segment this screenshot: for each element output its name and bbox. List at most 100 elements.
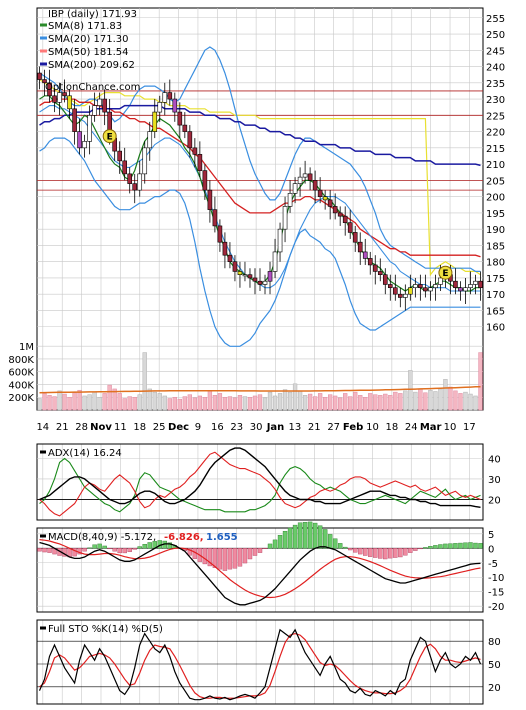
volume-bar <box>453 390 458 411</box>
candle-body <box>423 287 428 292</box>
candle-body <box>102 98 107 113</box>
candle-body <box>192 147 198 155</box>
volume-bar <box>292 383 298 411</box>
sma50-line <box>39 98 481 258</box>
candle-body <box>413 284 418 289</box>
candle-body <box>297 176 303 184</box>
y-tick-label: 215 <box>486 144 505 155</box>
macd-legend-label: 1.655 <box>206 532 238 543</box>
legend-label: SMA(20) 171.30 <box>48 34 129 45</box>
candle-body <box>433 284 438 289</box>
candle-body <box>287 193 293 207</box>
macd-histogram-bar <box>142 544 147 549</box>
volume-bar <box>423 392 428 411</box>
macd-histogram-bar <box>302 522 308 549</box>
macd-histogram-bar <box>117 548 122 554</box>
candle-body <box>463 287 468 292</box>
volume-bar <box>102 393 107 411</box>
plus-di-line <box>39 457 481 513</box>
candle-body <box>152 111 158 132</box>
stochastic-d-line <box>39 632 481 699</box>
earnings-marker <box>102 129 117 144</box>
volume-bar <box>328 394 333 411</box>
volume-bar <box>97 396 102 411</box>
volume-bar <box>67 396 72 411</box>
macd-histogram-bar <box>127 548 132 552</box>
volume-bar <box>172 396 177 411</box>
macd-histogram-bar <box>287 527 293 549</box>
macd-histogram-bar <box>312 522 318 549</box>
candle-body <box>367 258 373 266</box>
x-tick-label: Jan <box>266 422 285 433</box>
macd-histogram-bar <box>112 548 117 552</box>
legend-label: SMA(200) 209.62 <box>48 60 135 71</box>
macd-histogram-bar <box>378 548 383 559</box>
y-tick-label: 205 <box>486 176 505 187</box>
macd-histogram-bar <box>202 548 208 565</box>
y-tick-label: 165 <box>486 306 505 317</box>
candle-body <box>352 232 358 243</box>
macd-histogram-bar <box>222 548 228 571</box>
volume-bar <box>182 396 187 411</box>
volume-bar <box>272 395 278 411</box>
volume-bar <box>348 396 353 411</box>
macd-histogram-bar <box>307 521 313 549</box>
x-tick-label: Dec <box>168 422 189 433</box>
volume-bar <box>37 398 42 411</box>
candle-body <box>47 82 52 97</box>
candle-body <box>237 271 243 275</box>
candle-body <box>403 293 408 298</box>
candle-body <box>357 241 363 253</box>
chart-title: IBP (daily) 171.93 <box>48 9 137 20</box>
volume-bar <box>162 395 167 411</box>
macd-histogram-bar <box>187 548 193 556</box>
macd-histogram-bar <box>252 548 258 556</box>
macd-histogram-bar <box>237 548 243 567</box>
y-tick-label: 200 <box>486 193 505 204</box>
adx-title: ADX(14) 16.24 <box>48 448 122 459</box>
volume-bar <box>282 389 288 411</box>
volume-bar <box>167 398 172 411</box>
y-tick-label: 245 <box>486 46 505 57</box>
candle-body <box>77 131 82 149</box>
macd-histogram-bar <box>207 548 213 567</box>
volume-bar <box>77 389 82 411</box>
stochastic-tick-label: 50 <box>488 660 501 671</box>
macd-histogram-bar <box>227 548 233 570</box>
volume-bar <box>383 393 388 411</box>
volume-bar <box>363 396 368 411</box>
candle-body <box>167 92 173 100</box>
stochastic-tick-label: 20 <box>488 683 501 694</box>
earnings-marker <box>438 265 453 280</box>
candle-body <box>347 222 353 233</box>
x-tick-label: 14 <box>36 422 49 433</box>
volume-bar <box>142 352 147 411</box>
macd-histogram-bar <box>342 546 348 549</box>
candle-body <box>418 284 423 289</box>
candle-body <box>217 225 223 243</box>
volume-bar <box>122 398 127 411</box>
volume-bar <box>87 394 92 411</box>
macd-histogram-bar <box>102 545 107 549</box>
x-tick-label: 21 <box>308 422 321 433</box>
stochastic-panel-frame <box>36 619 484 705</box>
candle-body <box>197 154 203 171</box>
x-tick-label: 10 <box>366 422 379 433</box>
candle-body <box>317 189 323 197</box>
x-tick-label: 23 <box>230 422 243 433</box>
volume-bar <box>333 395 338 411</box>
y-tick-label: 240 <box>486 63 505 74</box>
stochastic-title: Full STO %K(14) %D(5) <box>48 624 163 635</box>
macd-histogram-bar <box>337 543 343 549</box>
macd-histogram-bar <box>358 548 363 555</box>
candle-body <box>52 95 57 103</box>
candle-body <box>137 173 143 191</box>
candle-body <box>382 274 388 285</box>
watermark: OptionChance.com <box>45 82 140 93</box>
volume-tick-label: 200K <box>8 393 34 404</box>
candle-body <box>453 280 458 289</box>
macd-histogram-bar <box>438 544 443 549</box>
volume-bar <box>232 397 238 411</box>
macd-histogram-bar <box>418 548 423 550</box>
